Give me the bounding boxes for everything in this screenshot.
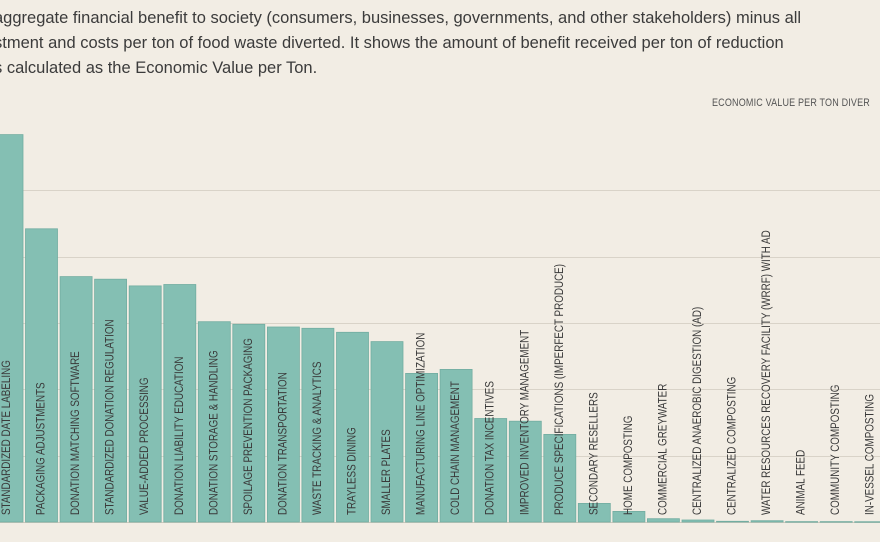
category-label-8: DONATION TRANSPORTATION	[277, 372, 290, 515]
bar-17[interactable]	[577, 502, 611, 523]
category-label-6: DONATION STORAGE & HANDLING	[207, 350, 220, 515]
category-label-12: MANUFACTURING LINE OPTIMIZATION	[415, 333, 428, 515]
category-label-2: DONATION MATCHING SOFTWARE	[69, 351, 82, 515]
bar-18[interactable]	[612, 510, 646, 523]
category-label-15: IMPROVED INVENTORY MANAGEMENT	[518, 329, 531, 515]
category-label-22: WATER RESOURCES RECOVERY FACILITY (WRRF)…	[760, 230, 773, 515]
bar-13[interactable]	[439, 368, 473, 523]
y-axis-label: ECONOMIC VALUE PER TON DIVER	[712, 97, 870, 109]
bar-3[interactable]	[94, 278, 127, 523]
intro-text: aggregate financial benefit to society (…	[0, 6, 880, 81]
intro-line-1: aggregate financial benefit to society (…	[0, 9, 802, 27]
bar-4[interactable]	[128, 285, 162, 523]
bar-8[interactable]	[266, 326, 300, 523]
category-label-3: STANDARDIZED DONATION REGULATION	[104, 319, 117, 515]
bar-12[interactable]	[405, 372, 439, 523]
bar-21[interactable]	[716, 520, 749, 523]
bar-2[interactable]	[59, 276, 93, 523]
category-label-11: SMALLER PLATES	[380, 429, 393, 515]
bar-6[interactable]	[197, 321, 231, 523]
category-label-18: HOME COMPOSTING	[622, 416, 635, 515]
bar-23[interactable]	[785, 521, 818, 523]
category-label-23: ANIMAL FEED	[795, 450, 808, 515]
bar-20[interactable]	[681, 519, 715, 523]
bar-15[interactable]	[508, 420, 542, 523]
bar-1[interactable]	[25, 228, 58, 523]
category-label-14: DONATION TAX INCENTIVES	[484, 381, 497, 515]
category-label-13: COLD CHAIN MANAGEMENT	[449, 381, 462, 515]
bar-11[interactable]	[370, 341, 404, 523]
category-label-20: CENTRALIZED ANAEROBIC DIGESTION (AD)	[691, 307, 704, 515]
category-label-0: STANDARDIZED DATE LABELING	[0, 360, 13, 515]
category-label-5: DONATION LIABILITY EDUCATION	[173, 356, 186, 515]
bar-19[interactable]	[647, 518, 680, 523]
category-label-21: CENTRALIZED COMPOSTING	[726, 377, 739, 515]
bar-24[interactable]	[819, 521, 853, 523]
bar-5[interactable]	[163, 284, 197, 523]
category-label-9: WASTE TRACKING & ANALYTICS	[311, 362, 324, 515]
bar-0[interactable]	[0, 134, 24, 523]
bar-22[interactable]	[750, 520, 784, 523]
category-label-1: PACKAGING ADJUSTMENTS	[35, 382, 48, 515]
bar-10[interactable]	[336, 331, 369, 523]
category-label-4: VALUE-ADDED PROCESSING	[138, 377, 151, 515]
category-label-7: SPOILAGE PREVENTION PACKAGING	[242, 338, 255, 515]
intro-line-2: stment and costs per ton of food waste d…	[0, 34, 784, 52]
bar-9[interactable]	[301, 327, 335, 523]
category-label-25: IN-VESSEL COMPOSTING	[864, 394, 877, 515]
intro-line-3: s calculated as the Economic Value per T…	[0, 59, 318, 77]
bar-14[interactable]	[474, 418, 508, 523]
bar-25[interactable]	[854, 521, 880, 523]
category-label-19: COMMERCIAL GREYWATER	[657, 384, 670, 515]
category-label-17: SECONDARY RESELLERS	[587, 392, 600, 515]
category-label-16: PRODUCE SPECIFICATIONS (IMPERFECT PRODUC…	[553, 264, 566, 515]
category-label-24: COMMUNITY COMPOSTING	[829, 385, 842, 515]
bar-16[interactable]	[543, 433, 577, 523]
bar-7[interactable]	[232, 323, 266, 523]
bars	[0, 134, 880, 523]
category-label-10: TRAYLESS DINING	[346, 427, 359, 515]
category-labels: STANDARDIZED DATE LABELING PACKAGING ADJU…	[0, 230, 877, 515]
